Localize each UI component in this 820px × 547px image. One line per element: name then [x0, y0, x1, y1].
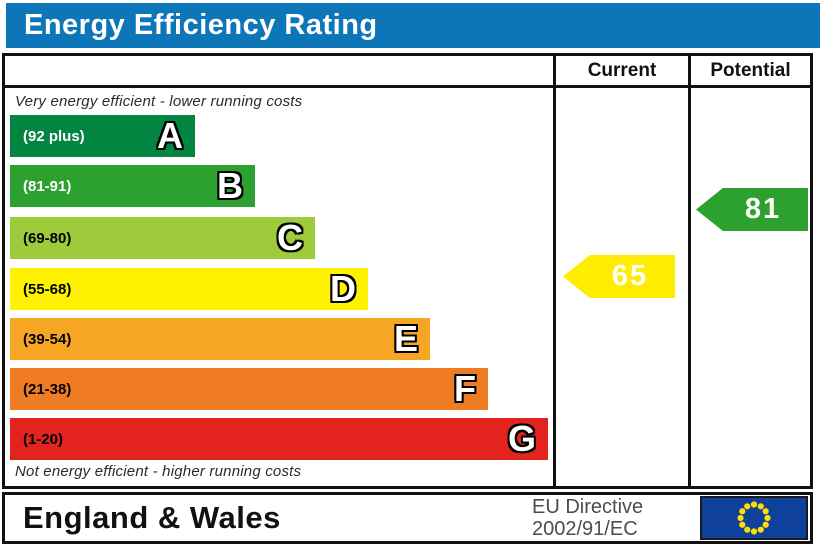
- header-divider: [5, 85, 810, 88]
- band-letter: D: [330, 268, 356, 309]
- band-letter: E: [393, 318, 418, 359]
- band-range-label: (69-80): [23, 229, 72, 247]
- page-title: Energy Efficiency Rating: [24, 9, 378, 41]
- band-range-label: (21-38): [23, 380, 72, 398]
- footer-bar: England & Wales EU Directive 2002/91/EC: [2, 492, 813, 544]
- column-divider: [688, 56, 691, 486]
- title-bar: Energy Efficiency Rating: [6, 3, 820, 48]
- band-range-label: (92 plus): [23, 127, 85, 145]
- current-rating-value: 65: [611, 260, 649, 292]
- region-label: England & Wales: [23, 500, 281, 535]
- band-letter: C: [277, 217, 303, 258]
- band-letter: F: [454, 368, 476, 409]
- caption-efficient: Very energy efficient - lower running co…: [15, 93, 303, 110]
- rating-table: Current Potential Very energy efficient …: [2, 53, 813, 489]
- band-range-label: (55-68): [23, 280, 72, 298]
- potential-rating-arrow: 81: [696, 188, 808, 231]
- band-row-g: (1-20) G: [10, 418, 548, 460]
- band-range-label: (1-20): [23, 430, 64, 448]
- band-row-a: (92 plus) A: [10, 115, 195, 157]
- band-range-label: (81-91): [23, 177, 72, 195]
- band-row-f: (21-38) F: [10, 368, 488, 410]
- band-letter: G: [507, 418, 536, 459]
- band-letter: B: [217, 165, 243, 206]
- caption-not-efficient: Not energy efficient - higher running co…: [15, 463, 302, 480]
- band-range-label: (39-54): [23, 330, 72, 348]
- band-row-e: (39-54) E: [10, 318, 430, 360]
- potential-rating-value: 81: [744, 193, 782, 225]
- eu-directive-label: EU Directive 2002/91/EC: [532, 496, 644, 540]
- band-row-b: (81-91) B: [10, 165, 255, 207]
- band-row-c: (69-80) C: [10, 217, 315, 259]
- band-row-d: (55-68) D: [10, 268, 368, 310]
- column-divider: [553, 56, 556, 486]
- column-header-potential: Potential: [710, 59, 791, 81]
- band-letter: A: [157, 115, 183, 156]
- current-rating-arrow: 65: [563, 255, 675, 298]
- eu-flag-icon: [700, 496, 808, 540]
- column-header-current: Current: [587, 59, 657, 81]
